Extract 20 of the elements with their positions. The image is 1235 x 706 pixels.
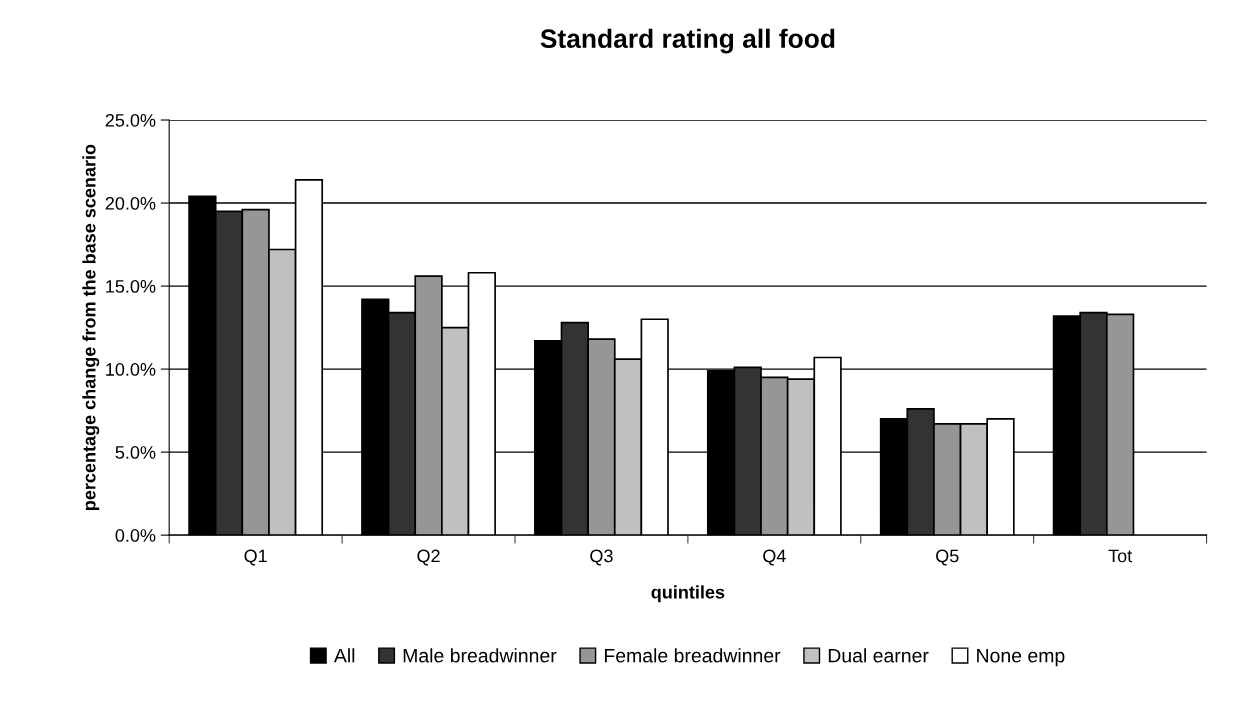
legend-label: Dual earner — [828, 648, 929, 663]
y-axis-title: percentage change from the base scenario — [82, 144, 100, 511]
legend-label: All — [333, 648, 355, 663]
y-tick-label: 10.0% — [106, 363, 156, 376]
y-tick-label: 25.0% — [105, 113, 156, 127]
x-tick-label: Tot — [1108, 549, 1133, 563]
x-axis-title: quintiles — [651, 585, 725, 603]
y-tick-label: 5.0% — [115, 446, 156, 459]
x-tick-label: Q1 — [244, 549, 267, 566]
x-tick-label: Q5 — [936, 549, 959, 566]
legend-label: None emp — [977, 648, 1065, 667]
y-tick-label: 15.0% — [106, 280, 156, 293]
legend-label: Female breadwinner — [604, 648, 781, 663]
chart-title: Standard rating all food — [540, 28, 835, 54]
x-tick-label: Q4 — [763, 549, 786, 566]
x-tick-label: Q3 — [590, 549, 613, 566]
y-tick-label: 0.0% — [115, 529, 156, 542]
legend-label: Male breadwinner — [403, 648, 557, 663]
x-tick-label: Q2 — [417, 549, 440, 566]
y-tick-label: 20.0% — [105, 196, 156, 210]
